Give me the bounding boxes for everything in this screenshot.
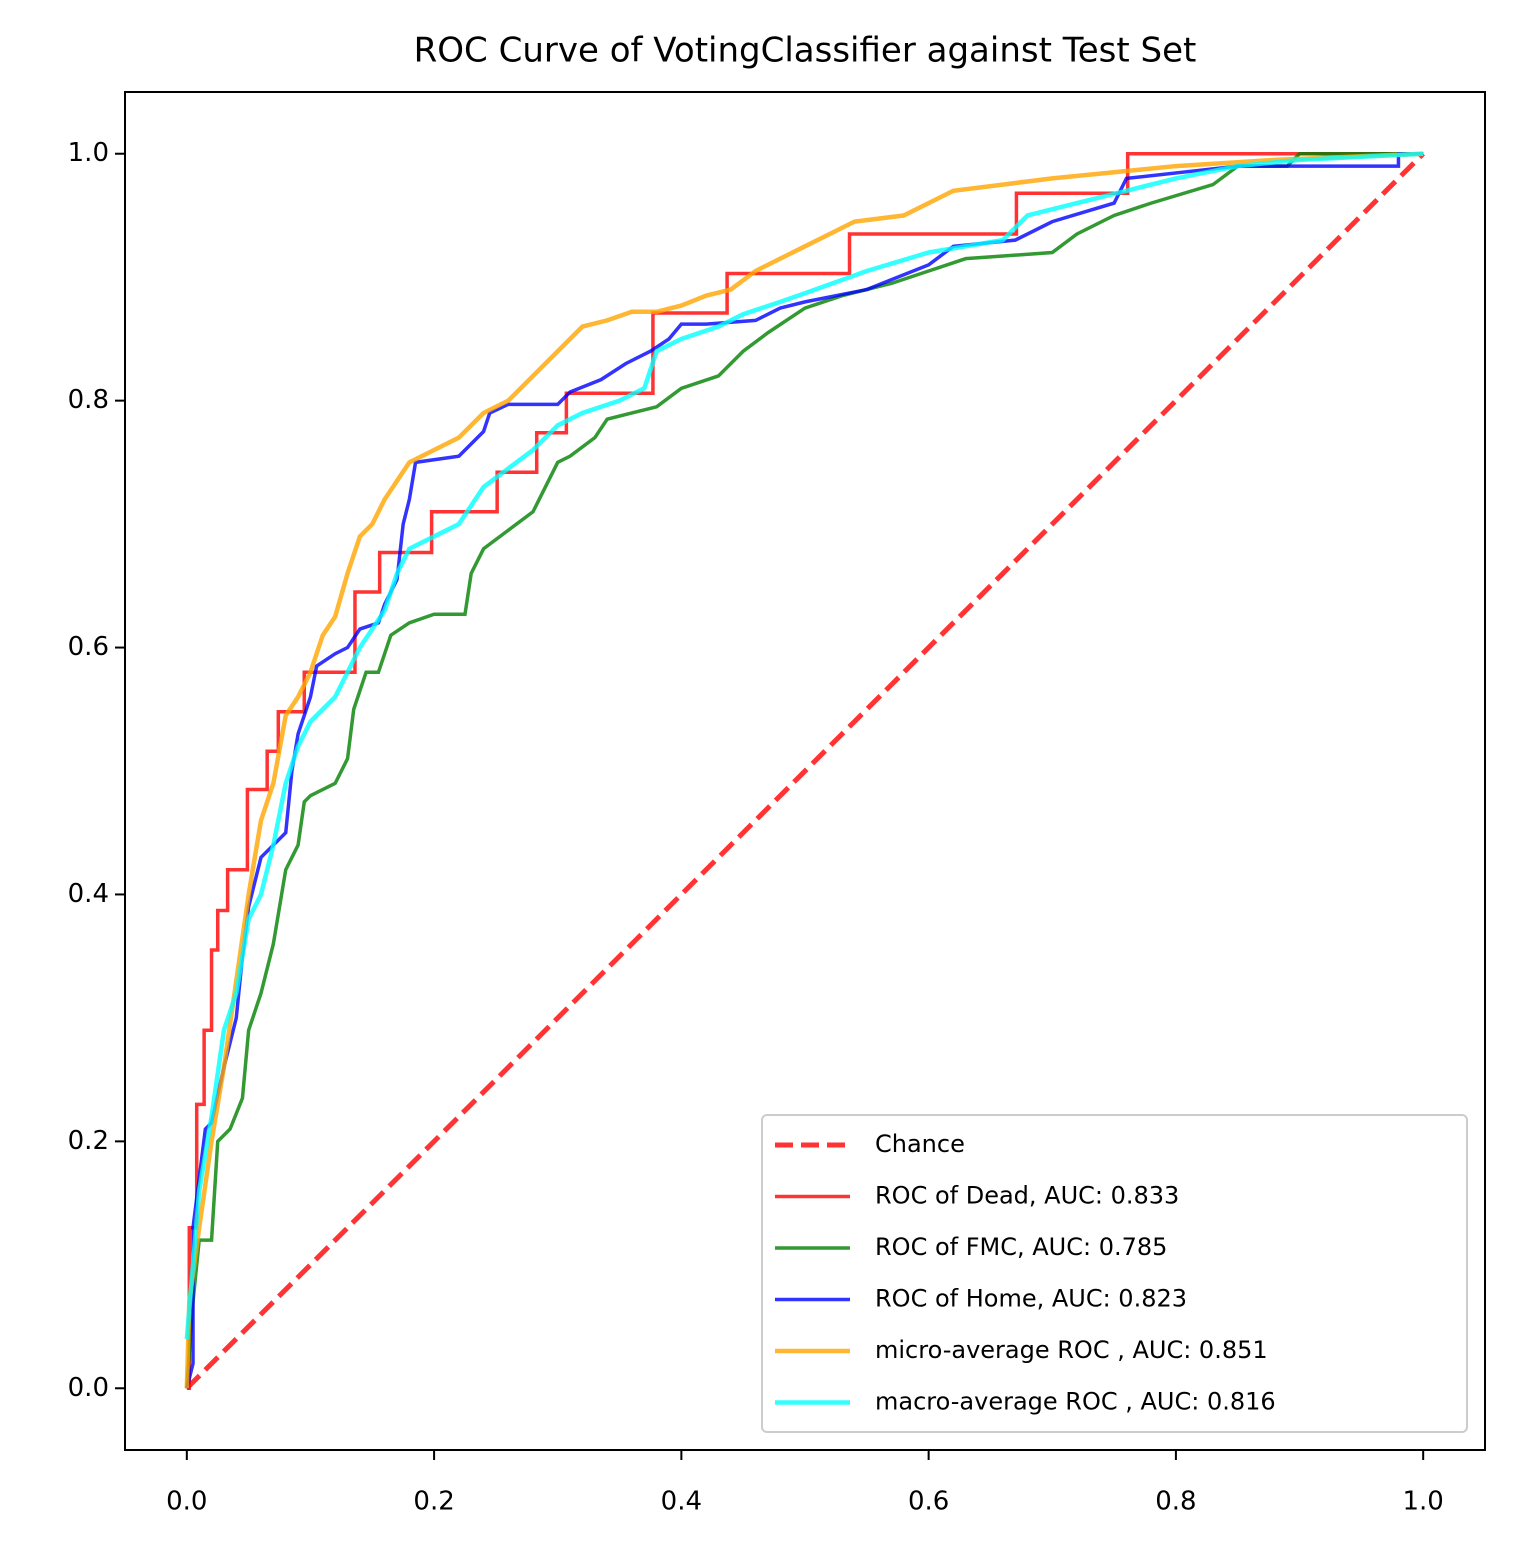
legend-label: Chance (875, 1130, 965, 1158)
x-tick-label: 0.0 (166, 1487, 207, 1517)
x-tick-label: 0.2 (413, 1487, 454, 1517)
legend-label: micro-average ROC , AUC: 0.851 (875, 1336, 1268, 1364)
plot-frame (124, 91, 1486, 1451)
roc-line (185, 151, 1424, 1389)
legend-label: ROC of FMC, AUC: 0.785 (875, 1233, 1167, 1261)
roc-line (186, 151, 1424, 1391)
chart-title: ROC Curve of VotingClassifier against Te… (414, 31, 1197, 71)
x-tick-label: 0.6 (908, 1487, 949, 1517)
legend-box (761, 1114, 1468, 1433)
legend-label: ROC of Dead, AUC: 0.833 (875, 1182, 1179, 1210)
y-tick-label: 0.6 (68, 632, 109, 662)
y-tick-label: 1.0 (68, 138, 109, 168)
legend-label: macro-average ROC , AUC: 0.816 (875, 1388, 1276, 1416)
y-tick-label: 0.4 (68, 879, 109, 909)
x-tick-label: 0.8 (1155, 1487, 1196, 1517)
y-tick-label: 0.2 (68, 1126, 109, 1156)
x-tick-label: 1.0 (1403, 1487, 1444, 1517)
y-tick-label: 0.0 (68, 1373, 109, 1403)
legend: Chance ROC of Dead, AUC: 0.833 ROC of FMC,… (761, 1114, 1468, 1433)
y-tick-label: 0.8 (68, 385, 109, 415)
roc-line (184, 151, 1424, 1389)
x-tick-label: 0.4 (661, 1487, 702, 1517)
roc-line (185, 151, 1425, 1391)
roc-line (184, 151, 1424, 1340)
legend-label: ROC of Home, AUC: 0.823 (875, 1285, 1187, 1313)
